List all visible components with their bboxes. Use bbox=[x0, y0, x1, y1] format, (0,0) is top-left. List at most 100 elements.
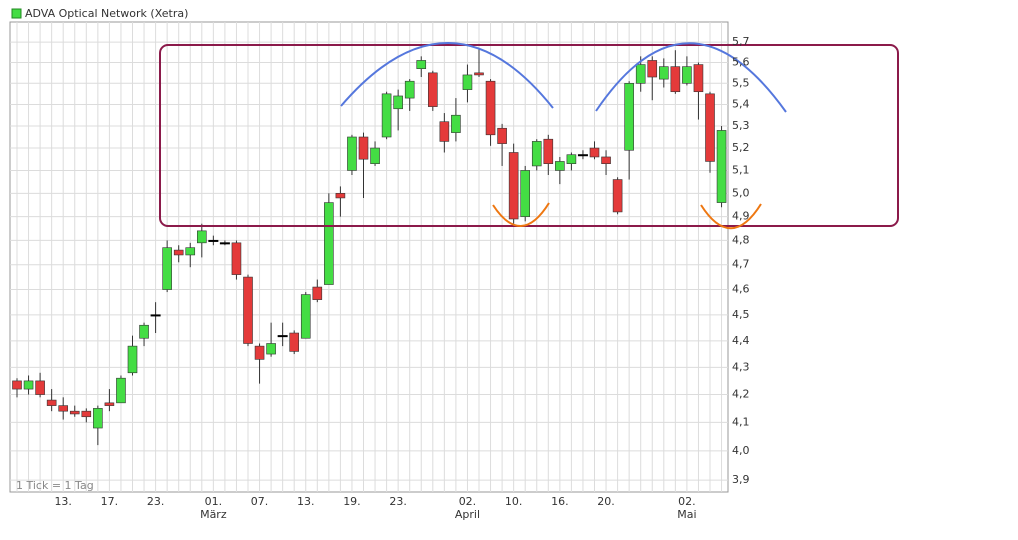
candle-body bbox=[93, 408, 103, 429]
y-tick-label: 5,6 bbox=[732, 56, 750, 69]
candle-body bbox=[543, 138, 554, 164]
candle-body bbox=[670, 66, 681, 93]
candle-body bbox=[289, 332, 300, 352]
title-marker bbox=[11, 8, 22, 19]
y-tick-label: 4,9 bbox=[732, 210, 750, 223]
candle-body bbox=[173, 249, 184, 256]
candle-body bbox=[647, 60, 658, 78]
candle-body bbox=[254, 345, 265, 360]
candle-body bbox=[312, 286, 323, 300]
candle-body bbox=[474, 72, 484, 76]
candle-body bbox=[116, 377, 126, 404]
x-tick-label: 16. bbox=[551, 495, 569, 508]
candle-body bbox=[266, 343, 276, 355]
candle-body bbox=[601, 156, 611, 164]
x-tick-label: 02. bbox=[678, 495, 696, 508]
candle-body bbox=[69, 410, 80, 415]
candle-body bbox=[716, 130, 727, 203]
candle-body bbox=[705, 93, 715, 162]
candle-body bbox=[451, 114, 461, 133]
candle-body bbox=[46, 399, 57, 406]
x-tick-label: 07. bbox=[251, 495, 269, 508]
y-tick-label: 4,6 bbox=[732, 283, 750, 296]
top-arc bbox=[340, 42, 554, 109]
candle-body bbox=[427, 72, 438, 107]
y-tick-label: 5,7 bbox=[732, 35, 750, 48]
candle-body bbox=[104, 402, 115, 406]
candle-body bbox=[370, 147, 380, 164]
bottom-arc bbox=[700, 203, 762, 230]
candle-body bbox=[139, 324, 149, 339]
candle-body bbox=[185, 247, 196, 256]
x-tick-label: 20. bbox=[597, 495, 615, 508]
candle-body bbox=[416, 60, 427, 70]
y-tick-label: 5,4 bbox=[732, 97, 750, 110]
candle-body bbox=[150, 314, 161, 317]
range-box bbox=[159, 44, 899, 227]
candle-body bbox=[393, 95, 403, 110]
y-tick-label: 4,3 bbox=[732, 360, 750, 373]
candle-body bbox=[243, 276, 253, 344]
candle-body bbox=[358, 136, 369, 160]
x-tick-label: 01. bbox=[205, 495, 223, 508]
y-tick-label: 5,3 bbox=[732, 119, 750, 132]
candle-body bbox=[658, 66, 669, 80]
candle-body bbox=[485, 80, 496, 136]
candle-body bbox=[300, 294, 311, 339]
y-tick-label: 4,5 bbox=[732, 308, 750, 321]
candle-body bbox=[231, 242, 242, 275]
candle-body bbox=[682, 66, 692, 84]
candle-body bbox=[612, 179, 623, 213]
candle-body bbox=[35, 380, 45, 395]
candle-body bbox=[520, 170, 531, 217]
x-tick-label: 13. bbox=[54, 495, 72, 508]
y-tick-label: 4,0 bbox=[732, 444, 750, 457]
candle-body bbox=[555, 161, 565, 171]
candle-body bbox=[277, 335, 288, 338]
candle-body bbox=[531, 141, 542, 167]
y-tick-label: 5,0 bbox=[732, 186, 750, 199]
tick-note: 1 Tick = 1 Tag bbox=[16, 479, 94, 492]
plot-area bbox=[9, 21, 729, 493]
candle-body bbox=[12, 380, 22, 390]
x-tick-label: 23. bbox=[389, 495, 407, 508]
candles bbox=[12, 48, 727, 446]
y-tick-label: 4,2 bbox=[732, 388, 750, 401]
y-tick-label: 3,9 bbox=[732, 473, 750, 486]
x-tick-label: 23. bbox=[147, 495, 165, 508]
candle-body bbox=[508, 152, 519, 220]
x-month-label: März bbox=[200, 508, 227, 521]
y-tick-label: 5,2 bbox=[732, 141, 750, 154]
candle-body bbox=[162, 247, 172, 290]
candle-body bbox=[439, 121, 450, 142]
y-tick-label: 4,1 bbox=[732, 415, 750, 428]
candle-body bbox=[693, 64, 704, 93]
y-tick-label: 5,5 bbox=[732, 76, 750, 89]
y-tick-label: 4,4 bbox=[732, 334, 750, 347]
candle-body bbox=[497, 127, 507, 144]
y-tick-label: 4,8 bbox=[732, 233, 750, 246]
top-arc bbox=[595, 42, 787, 113]
y-tick-label: 4,7 bbox=[732, 258, 750, 271]
y-tick-label: 5,1 bbox=[732, 163, 750, 176]
candle-body bbox=[324, 202, 334, 285]
candle-body bbox=[219, 242, 230, 245]
candle-body bbox=[577, 154, 588, 157]
x-tick-label: 17. bbox=[101, 495, 119, 508]
candle-body bbox=[23, 380, 34, 390]
x-month-label: Mai bbox=[677, 508, 696, 521]
x-tick-label: 10. bbox=[505, 495, 523, 508]
x-month-label: April bbox=[455, 508, 480, 521]
x-tick-label: 19. bbox=[343, 495, 361, 508]
candle-body bbox=[81, 410, 92, 418]
candle-body bbox=[589, 147, 600, 158]
chart-title: ADVA Optical Network (Xetra) bbox=[25, 7, 188, 20]
candle-body bbox=[58, 405, 69, 412]
bottom-arc bbox=[492, 202, 550, 227]
candle-body bbox=[566, 154, 577, 164]
candle-body bbox=[404, 80, 415, 99]
candle-body bbox=[347, 136, 357, 171]
x-tick-label: 13. bbox=[297, 495, 315, 508]
candle-body bbox=[335, 193, 346, 199]
